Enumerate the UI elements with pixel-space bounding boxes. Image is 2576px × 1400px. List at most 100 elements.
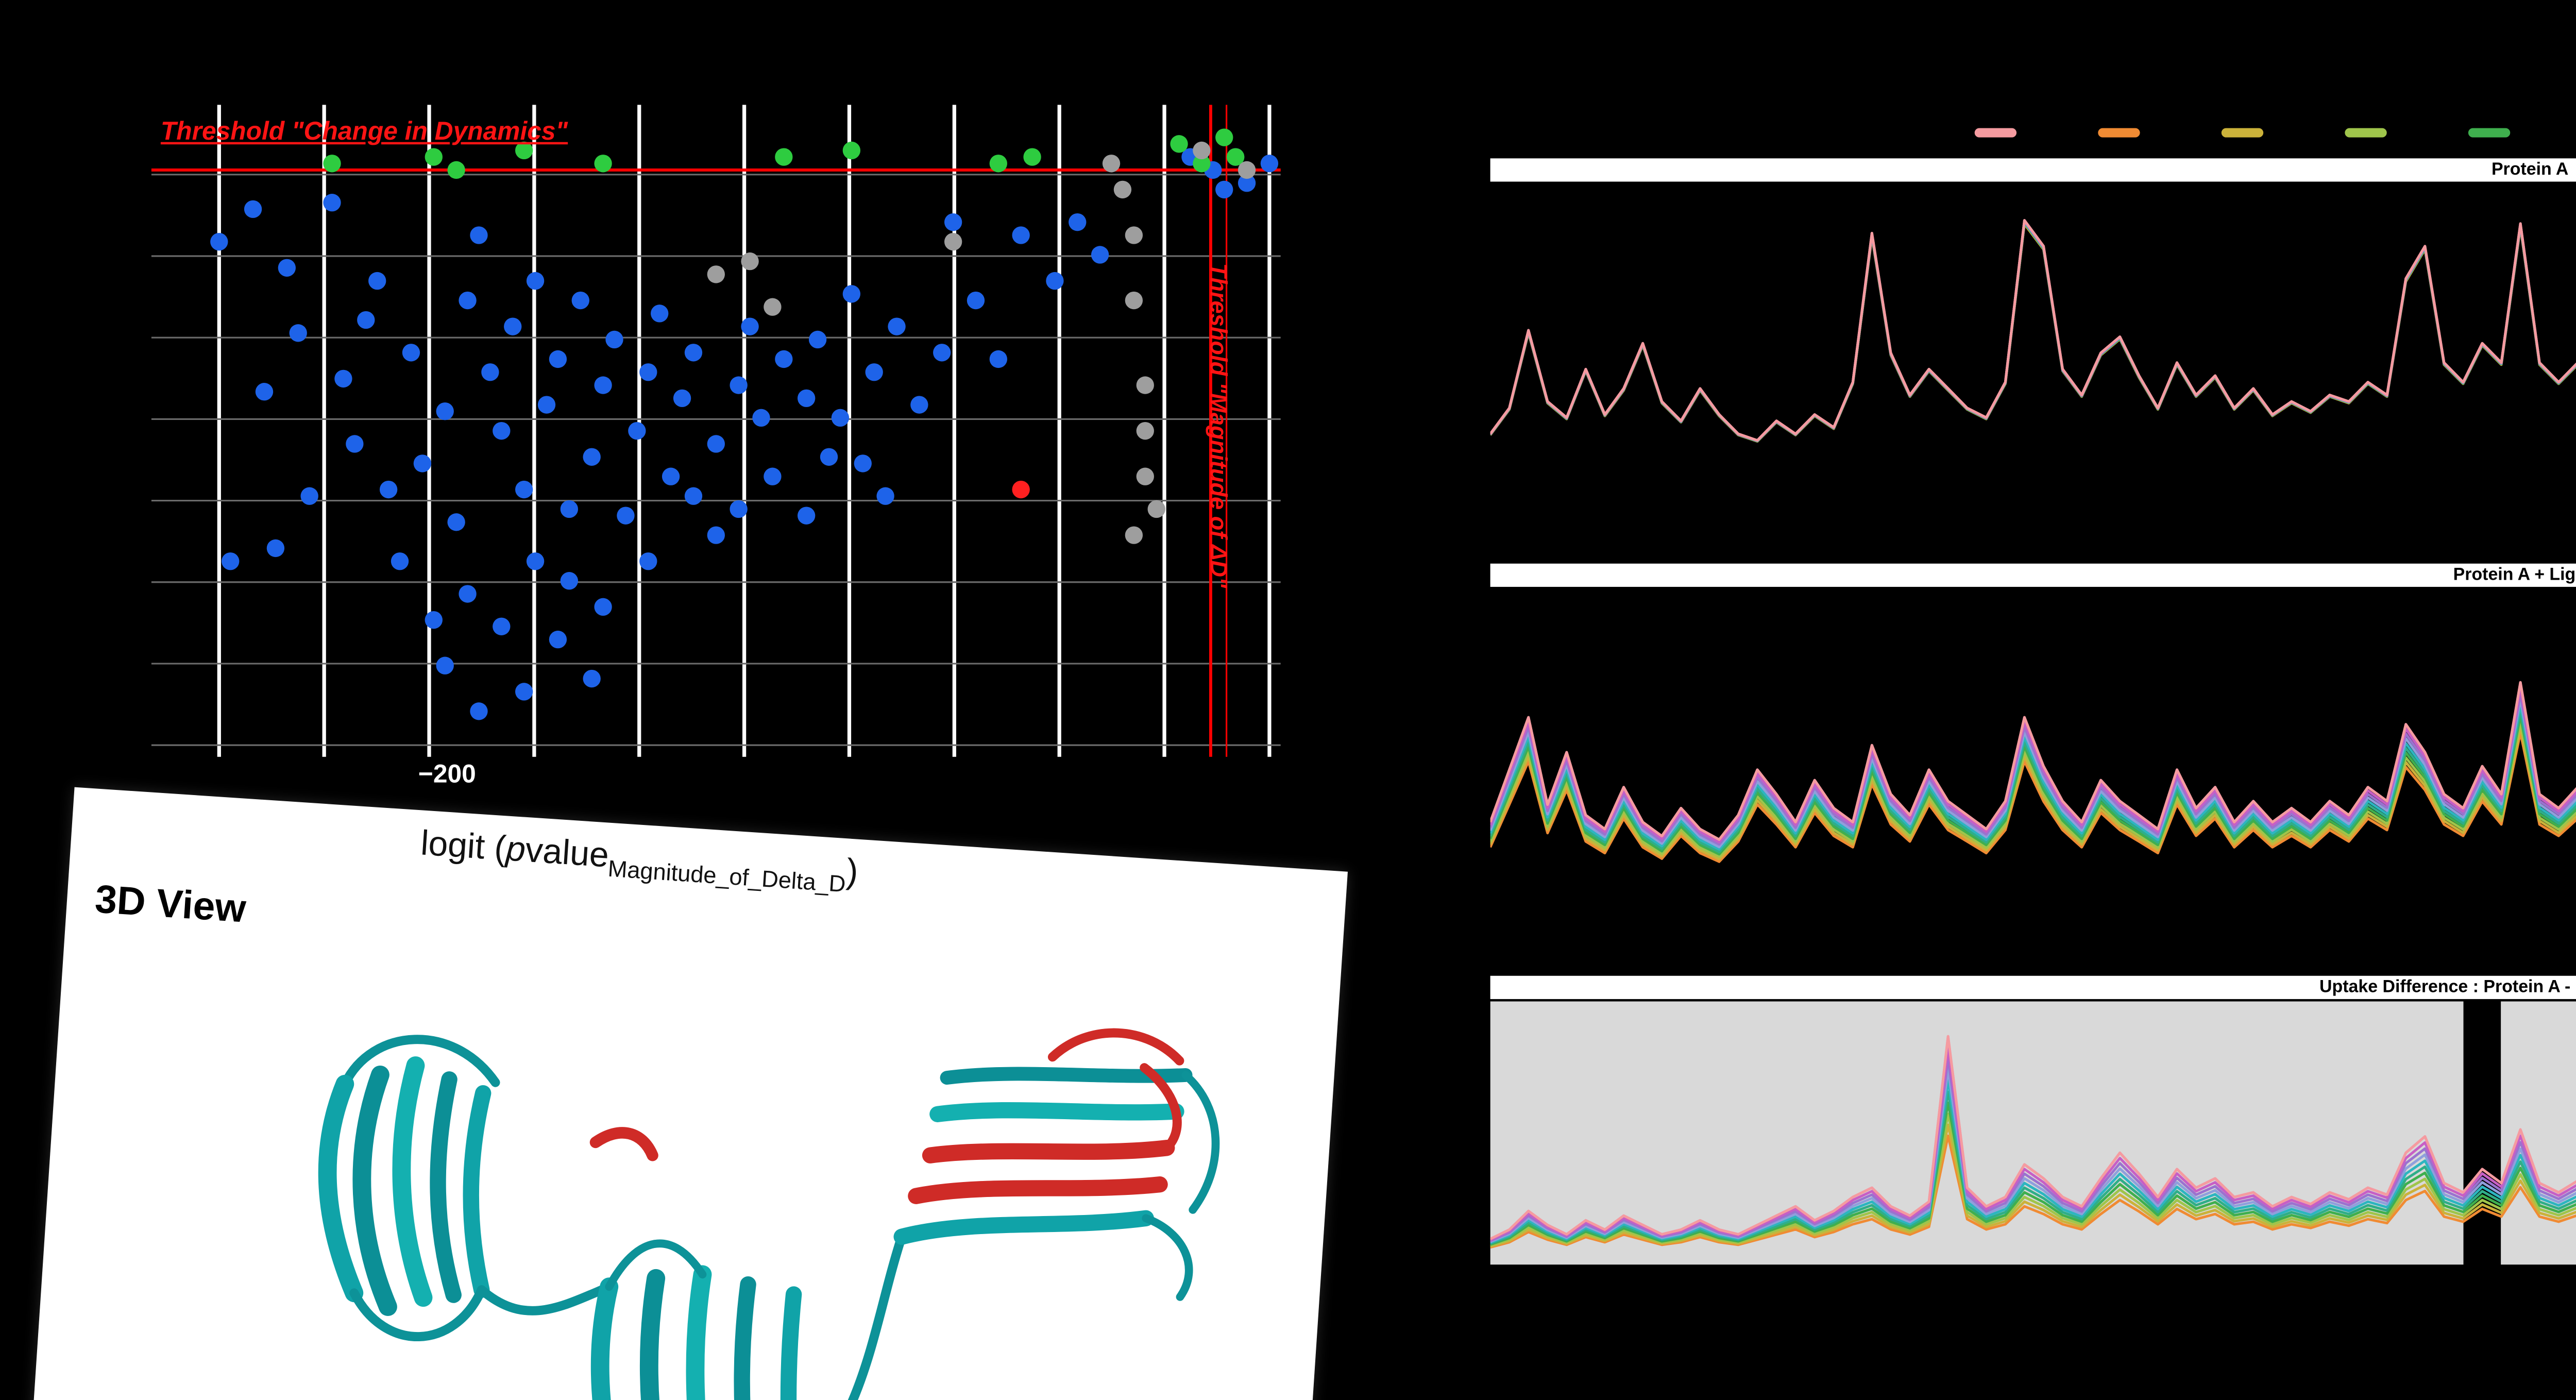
volcano-point-non-significant[interactable] xyxy=(425,611,443,629)
volcano-point-non-significant[interactable] xyxy=(639,363,657,381)
volcano-point-non-significant[interactable] xyxy=(944,213,962,231)
volcano-point-excluded[interactable] xyxy=(1113,180,1132,199)
volcano-point-change-in-dynamics[interactable] xyxy=(515,141,533,160)
legend-swatch[interactable] xyxy=(2345,128,2387,137)
volcano-point-non-significant[interactable] xyxy=(617,507,635,525)
uptake-series-line[interactable] xyxy=(1490,1123,2576,1248)
volcano-point-excluded[interactable] xyxy=(1136,376,1154,394)
volcano-point-non-significant[interactable] xyxy=(594,376,612,394)
volcano-point-non-significant[interactable] xyxy=(255,383,274,401)
volcano-point-non-significant[interactable] xyxy=(876,487,894,505)
volcano-point-change-in-dynamics[interactable] xyxy=(447,161,465,179)
uptake-series-line[interactable] xyxy=(1490,222,2576,477)
volcano-point-non-significant[interactable] xyxy=(266,539,285,558)
volcano-point-non-significant[interactable] xyxy=(684,487,703,505)
volcano-point-non-significant[interactable] xyxy=(673,389,691,408)
volcano-point-non-significant[interactable] xyxy=(707,526,725,544)
volcano-point-non-significant[interactable] xyxy=(549,350,567,368)
volcano-point-non-significant[interactable] xyxy=(244,200,262,218)
volcano-point-non-significant[interactable] xyxy=(493,421,511,440)
volcano-point-non-significant[interactable] xyxy=(741,317,759,335)
volcano-point-non-significant[interactable] xyxy=(1091,246,1109,264)
volcano-point-excluded[interactable] xyxy=(1238,161,1256,179)
volcano-point-excluded[interactable] xyxy=(1102,155,1121,173)
volcano-point-non-significant[interactable] xyxy=(1238,174,1256,192)
uptake-difference-chart[interactable] xyxy=(1490,999,2576,1270)
volcano-point-non-significant[interactable] xyxy=(391,552,409,570)
volcano-point-excluded[interactable] xyxy=(741,252,759,271)
volcano-point-non-significant[interactable] xyxy=(820,448,838,466)
volcano-point-non-significant[interactable] xyxy=(481,363,499,381)
volcano-point-non-significant[interactable] xyxy=(910,396,928,414)
uptake-series-line[interactable] xyxy=(1490,1112,2576,1247)
volcano-scatter[interactable] xyxy=(151,105,1281,757)
volcano-point-non-significant[interactable] xyxy=(933,344,951,362)
volcano-point-non-significant[interactable] xyxy=(560,500,579,518)
volcano-point-non-significant[interactable] xyxy=(289,324,307,342)
volcano-point-non-significant[interactable] xyxy=(1069,213,1087,231)
volcano-point-non-significant[interactable] xyxy=(967,291,985,310)
volcano-point-excluded[interactable] xyxy=(1136,467,1154,485)
volcano-point-non-significant[interactable] xyxy=(639,552,657,570)
volcano-point-non-significant[interactable] xyxy=(413,454,432,473)
uptake-series-line[interactable] xyxy=(1490,1046,2576,1241)
volcano-point-non-significant[interactable] xyxy=(537,396,556,414)
volcano-point-change-in-dynamics[interactable] xyxy=(775,148,793,166)
volcano-point-excluded[interactable] xyxy=(707,265,725,283)
uptake-series-line[interactable] xyxy=(1490,220,2576,445)
uptake-series-line[interactable] xyxy=(1490,221,2576,456)
volcano-point-non-significant[interactable] xyxy=(797,389,816,408)
volcano-point-change-in-dynamics[interactable] xyxy=(425,148,443,166)
volcano-point-non-significant[interactable] xyxy=(1012,226,1030,244)
volcano-point-non-significant[interactable] xyxy=(730,376,748,394)
volcano-point-non-significant[interactable] xyxy=(560,572,579,590)
uptake-series-line[interactable] xyxy=(1490,219,2576,442)
volcano-point-non-significant[interactable] xyxy=(865,363,883,381)
volcano-point-non-significant[interactable] xyxy=(1215,180,1233,199)
volcano-point-non-significant[interactable] xyxy=(334,369,352,388)
uptake-chart-protein-a-ligand[interactable] xyxy=(1490,586,2576,974)
volcano-point-non-significant[interactable] xyxy=(583,448,601,466)
volcano-point-excluded[interactable] xyxy=(1125,526,1143,544)
volcano-point-change-in-dynamics[interactable] xyxy=(1170,135,1188,153)
volcano-point-change-in-dynamics[interactable] xyxy=(1023,148,1041,166)
volcano-point-non-significant[interactable] xyxy=(684,344,703,362)
uptake-series-line[interactable] xyxy=(1490,640,2576,841)
volcano-point-significant[interactable] xyxy=(1012,480,1030,499)
uptake-series-line[interactable] xyxy=(1490,1134,2576,1249)
volcano-point-non-significant[interactable] xyxy=(842,285,861,303)
uptake-series-line[interactable] xyxy=(1490,221,2576,461)
uptake-series-line[interactable] xyxy=(1490,1068,2576,1243)
uptake-series-line[interactable] xyxy=(1490,1090,2576,1245)
volcano-point-non-significant[interactable] xyxy=(571,291,589,310)
volcano-point-non-significant[interactable] xyxy=(323,194,341,212)
volcano-point-non-significant[interactable] xyxy=(402,344,420,362)
volcano-point-excluded[interactable] xyxy=(1125,226,1143,244)
legend-swatch[interactable] xyxy=(2468,128,2511,137)
3d-view-card[interactable]: logit (pvalueMagnitude_of_Delta_D) 3D Vi… xyxy=(28,787,1348,1400)
volcano-point-non-significant[interactable] xyxy=(989,350,1007,368)
uptake-series-line[interactable] xyxy=(1490,221,2576,466)
volcano-point-non-significant[interactable] xyxy=(368,272,386,290)
volcano-point-non-significant[interactable] xyxy=(470,702,488,720)
volcano-point-change-in-dynamics[interactable] xyxy=(323,155,341,173)
volcano-point-non-significant[interactable] xyxy=(808,330,827,349)
uptake-chart-protein-a[interactable] xyxy=(1490,181,2576,543)
volcano-point-non-significant[interactable] xyxy=(651,305,669,323)
volcano-point-non-significant[interactable] xyxy=(459,291,477,310)
volcano-point-non-significant[interactable] xyxy=(447,513,465,531)
volcano-point-change-in-dynamics[interactable] xyxy=(594,155,612,173)
uptake-series-line[interactable] xyxy=(1490,222,2576,471)
protein-structure[interactable] xyxy=(94,931,1292,1400)
volcano-point-excluded[interactable] xyxy=(1136,421,1154,440)
volcano-point-non-significant[interactable] xyxy=(583,669,601,688)
volcano-point-non-significant[interactable] xyxy=(888,317,906,335)
volcano-point-change-in-dynamics[interactable] xyxy=(1215,128,1233,146)
uptake-series-line[interactable] xyxy=(1490,1079,2576,1244)
uptake-series-line[interactable] xyxy=(1490,219,2576,442)
volcano-point-non-significant[interactable] xyxy=(707,435,725,453)
uptake-series-line[interactable] xyxy=(1490,1035,2576,1240)
volcano-point-change-in-dynamics[interactable] xyxy=(989,155,1007,173)
volcano-point-non-significant[interactable] xyxy=(775,350,793,368)
volcano-point-non-significant[interactable] xyxy=(764,467,782,485)
